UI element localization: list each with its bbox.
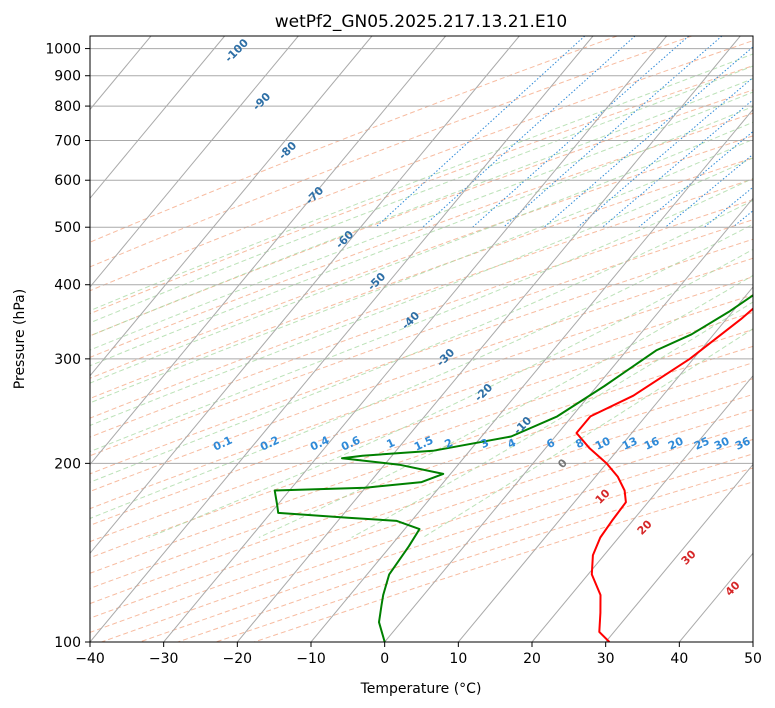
dry-adiabat: [90, 311, 753, 543]
dry-adiabat: [90, 40, 753, 292]
dry-adiabat: [90, 294, 753, 526]
isotherm-line: [457, 286, 753, 642]
isotherm-line: [90, 36, 299, 288]
isotherm-line: [236, 36, 741, 642]
y-tick-label: 900: [54, 69, 81, 85]
dewpoint-profile-line: [273, 294, 753, 642]
y-tick-label: 200: [54, 456, 81, 472]
y-tick-label: 500: [54, 220, 81, 236]
x-tick-label: −20: [223, 651, 253, 667]
x-tick-label: 30: [597, 651, 615, 667]
dry-adiabat: [90, 345, 753, 574]
x-tick-label: 10: [449, 651, 467, 667]
isotherm-line: [90, 36, 594, 642]
mixing-ratio-line: [375, 36, 586, 228]
mixing-ratio-line: [638, 130, 753, 228]
profile-lines: [273, 294, 753, 642]
dry-adiabat: [90, 112, 753, 358]
isotherm-line: [384, 197, 753, 642]
dry-adiabat: [90, 378, 753, 605]
plot-frame: [89, 35, 754, 643]
dry-adiabat: [90, 36, 618, 243]
x-tick-label: −40: [75, 651, 105, 667]
y-axis: 100 200 300 400 500 600 700 800 900 1000: [45, 42, 90, 651]
dry-adiabat: [90, 362, 753, 589]
isotherm-line: [90, 36, 520, 555]
mixing-ratio-line: [543, 46, 753, 228]
mixing-ratio-line: [577, 76, 753, 228]
mixing-ratio-line: [756, 36, 775, 227]
dry-adiabat: [90, 199, 753, 438]
dry-adiabat: [90, 135, 753, 379]
dry-adiabat: [90, 276, 753, 510]
y-tick-label: 100: [54, 635, 81, 651]
mixing-ratio-label: 16: [642, 434, 662, 452]
temperature-profile-line: [575, 307, 753, 642]
mixing-ratio-line: [472, 36, 690, 228]
mixing-ratio-label: 25: [692, 434, 711, 452]
dry-adiabat: [90, 178, 753, 419]
y-tick-label: 300: [54, 352, 81, 368]
mixing-ratio-label: 36: [733, 434, 753, 452]
y-tick-label: 600: [54, 173, 81, 189]
mixing-ratio-label: 13: [620, 434, 639, 452]
dry-adiabat: [90, 393, 753, 619]
isotherm-line: [605, 463, 753, 642]
isotherm-line: [531, 374, 753, 642]
isotherm-line: [90, 36, 447, 466]
isotherm-line: [90, 36, 373, 377]
mixing-ratio-label: 10: [593, 434, 613, 452]
isotherm-line: [0, 36, 4, 642]
x-tick-label: 50: [744, 651, 762, 667]
dry-adiabat: [90, 219, 753, 457]
isotherm-line: [163, 36, 668, 642]
isotherm-line: [90, 36, 226, 200]
mixing-ratio-line: [503, 36, 723, 228]
x-axis-label: Temperature (°C): [360, 681, 482, 697]
x-tick-label: 0: [380, 651, 389, 667]
x-tick-label: −30: [149, 651, 179, 667]
y-tick-label: 400: [54, 278, 81, 294]
chart-title: wetPf2_GN05.2025.217.13.21.E10: [275, 12, 567, 32]
y-axis-label: Pressure (hPa): [12, 289, 28, 389]
y-tick-label: 800: [54, 99, 81, 115]
background-lines: [0, 36, 775, 642]
dry-adiabat: [90, 36, 692, 268]
x-tick-label: 20: [523, 651, 541, 667]
dry-adiabat: [90, 328, 753, 559]
isotherm-line: [310, 108, 753, 642]
y-tick-label: 700: [54, 133, 81, 149]
isotherm-line: [752, 641, 753, 642]
mixing-ratio-label: 20: [666, 434, 686, 452]
dry-adiabat: [90, 238, 753, 475]
x-tick-label: 40: [670, 651, 688, 667]
y-tick-label: 1000: [45, 42, 81, 58]
dry-adiabat: [90, 257, 753, 492]
x-axis: −40 −30 −20 −10 0 10 20 30 40 50: [75, 642, 762, 667]
x-tick-label: −10: [296, 651, 326, 667]
mixing-ratio-label: 30: [712, 434, 732, 452]
plot-background: [90, 36, 753, 642]
dry-adiabat: [90, 65, 753, 315]
